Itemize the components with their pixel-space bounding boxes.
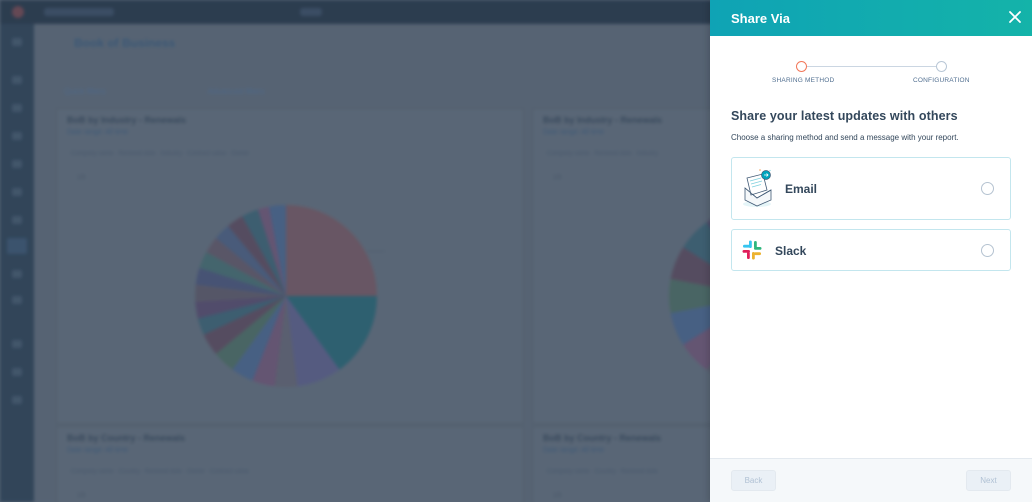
panel-footer: Back Next [710,458,1032,502]
email-radio[interactable] [981,182,994,195]
topbar-item [300,8,322,16]
app-logo-icon [12,6,24,18]
step-label-sharing-method: SHARING METHOD [772,77,835,84]
next-button[interactable]: Next [966,470,1011,491]
report-subtitle: Date range: All time [543,129,605,136]
close-icon [1009,11,1021,23]
slack-option-label: Slack [775,244,807,258]
pie-chart [195,205,377,387]
legend-page: 1/5 [553,493,562,499]
email-option-label: Email [785,182,818,196]
legend-page: 1/5 [553,175,562,181]
global-search [44,8,114,16]
step-indicator-pending [936,61,947,72]
side-navigation [0,24,34,502]
legend-page: 1/5 [77,175,86,181]
nav-icon [12,188,22,196]
report-subtitle: Date range: All time [543,447,605,454]
nav-icon [12,132,22,140]
report-title: BoB by Country - Renewals [67,433,186,443]
email-envelope-icon [743,169,772,207]
nav-icon [12,396,22,404]
filter-bar: Quick filters Advanced filters [64,87,365,96]
close-button[interactable] [1008,10,1022,24]
step-indicator-active [796,61,807,72]
report-legend: Company name · Country · Renewal date · … [71,469,249,475]
back-button[interactable]: Back [731,470,776,491]
nav-icon-reports-active [7,238,27,254]
nav-icon [12,76,22,84]
report-title: BoB by Industry - Renewals [543,115,663,125]
share-via-panel: Share Via SHARING METHOD CONFIGURATION S… [710,0,1032,502]
report-card: BoB by Industry - Renewals Date range: A… [56,108,524,424]
report-title: BoB by Country - Renewals [543,433,662,443]
nav-icon [12,104,22,112]
stepper-connector [807,66,938,67]
progress-stepper: SHARING METHOD CONFIGURATION [710,36,1032,100]
panel-body: Share your latest updates with others Ch… [710,109,1032,271]
nav-icon [12,340,22,348]
report-card: BoB by Country - Renewals Date range: Al… [56,426,524,502]
report-legend: Company name · Country · Renewal date [547,469,658,475]
nav-icon [12,38,22,46]
report-title: BoB by Industry - Renewals [67,115,187,125]
nav-icon [12,160,22,168]
slack-radio[interactable] [981,244,994,257]
section-description: Choose a sharing method and send a messa… [731,133,959,142]
advanced-filters: Advanced filters [207,87,265,96]
report-subtitle: Date range: All time [67,129,129,136]
report-subtitle: Date range: All time [67,447,129,454]
quick-filters: Quick filters [64,87,106,96]
step-label-configuration: CONFIGURATION [913,77,970,84]
panel-header: Share Via [710,0,1032,36]
report-legend: Company name · Renewal date · Industry ·… [71,151,250,157]
report-legend: Company name · Renewal date · Industry [547,151,659,157]
section-heading: Share your latest updates with others [731,109,958,123]
slack-option[interactable]: Slack [731,229,1011,271]
dashboard-title: Book of Business [74,36,176,50]
nav-icon [12,296,22,304]
nav-icon [12,216,22,224]
slack-logo-icon [742,240,762,260]
legend-page: 1/5 [77,493,86,499]
email-option[interactable]: Email [731,157,1011,220]
pie-label: ——— [367,249,385,255]
panel-title: Share Via [731,11,791,26]
nav-icon [12,270,22,278]
nav-icon [12,368,22,376]
